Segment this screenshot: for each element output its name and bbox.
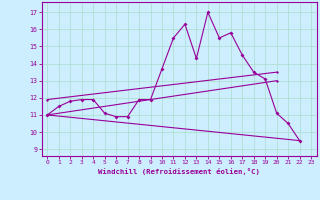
X-axis label: Windchill (Refroidissement éolien,°C): Windchill (Refroidissement éolien,°C) [98,168,260,175]
